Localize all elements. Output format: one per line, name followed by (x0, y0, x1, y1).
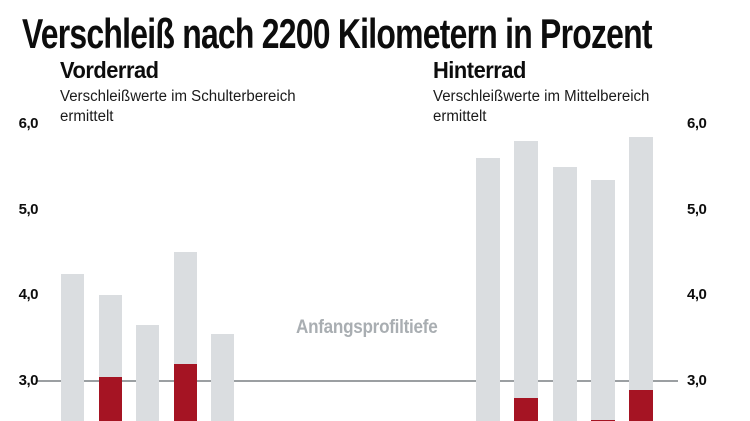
y-tick-left-6-0: 6,0 (18, 114, 39, 132)
panel-title-hinterrad: Hinterrad (433, 57, 526, 83)
y-tick-left-3-0: 3,0 (18, 372, 39, 389)
bar-red-segment-vorderrad-4 (174, 363, 197, 421)
bar-hinterrad-3 (553, 166, 577, 421)
panel-title-vorderrad: Vorderrad (60, 57, 159, 83)
bar-vorderrad-1 (61, 273, 84, 421)
panel-subtitle-line: Verschleißwerte im Schulterbereich (60, 88, 296, 105)
bar-hinterrad-2 (514, 141, 538, 421)
bar-hinterrad-4 (591, 179, 615, 421)
panel-header-vorderrad: Vorderrad Verschleißwerte im Schulterber… (60, 57, 303, 127)
bar-red-segment-vorderrad-2 (99, 376, 122, 421)
panel-subtitle-line: ermittelt (60, 108, 114, 125)
reference-line-3.0 (37, 380, 678, 382)
y-tick-right-5-0: 5,0 (687, 200, 707, 218)
page-title: Verschleiß nach 2200 Kilometern in Proze… (22, 10, 653, 57)
y-tick-right-4-0: 4,0 (687, 286, 707, 304)
bar-hinterrad-5 (629, 136, 653, 421)
panel-subtitle-line: ermittelt (433, 108, 487, 125)
y-tick-left-4-0: 4,0 (18, 286, 39, 304)
bar-vorderrad-3 (136, 325, 159, 421)
y-tick-right-3-0: 3,0 (687, 372, 707, 389)
panel-subtitle-line: Verschleißwerte im Mittelbereich (433, 88, 650, 105)
panel-subtitle-vorderrad: Verschleißwerte im Schulterbereich ermit… (60, 87, 296, 127)
bar-vorderrad-5 (211, 333, 234, 421)
bar-red-segment-hinterrad-4 (591, 419, 615, 421)
y-tick-right-6-0: 6,0 (687, 114, 707, 132)
y-tick-left-5-0: 5,0 (18, 200, 39, 218)
bar-hinterrad-1 (476, 158, 500, 421)
panel-subtitle-hinterrad: Verschleißwerte im Mittelbereich ermitte… (433, 87, 649, 127)
panel-header-hinterrad: Hinterrad Verschleißwerte im Mittelberei… (433, 57, 656, 127)
bar-red-segment-hinterrad-2 (514, 398, 538, 421)
reference-line-label: Anfangsprofiltiefe (296, 317, 438, 338)
bar-red-segment-hinterrad-5 (629, 389, 653, 421)
